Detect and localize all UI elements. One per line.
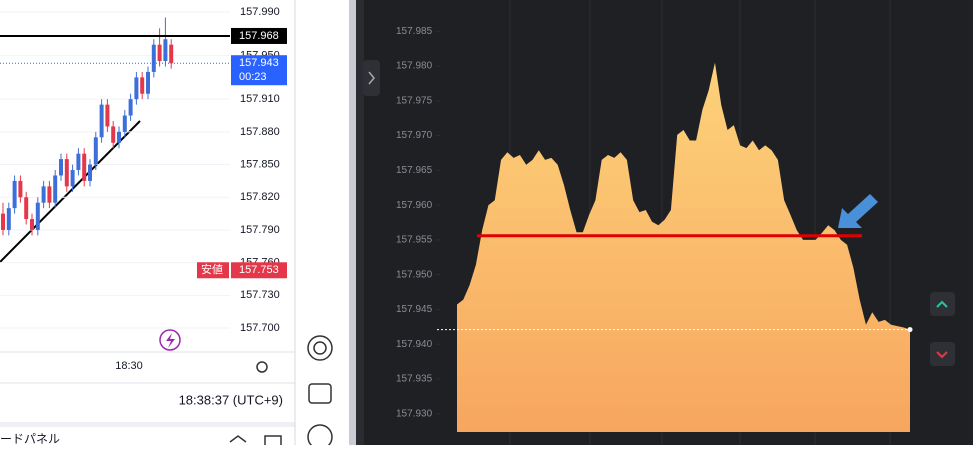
candle-body [163,39,168,62]
settings-icon[interactable] [256,361,268,373]
candle-body [140,77,145,94]
up-button[interactable] [930,292,955,316]
y-tick-label: 157.955 [396,235,433,246]
candle-body [169,44,174,64]
tag-label: 安値 [201,262,223,276]
price-badge [231,55,287,86]
y-tick-label: 157.700 [240,322,280,334]
toolbar-bg [295,0,349,445]
y-tick-label: 157.910 [240,93,280,105]
countdown: 00:23 [239,71,267,83]
panel [0,427,295,445]
y-tick-label: 157.960 [396,200,433,211]
target-icon[interactable] [307,335,333,361]
candle-body [1,213,5,230]
calendar-icon[interactable] [308,383,332,404]
candle-body [117,131,121,143]
x-tick-label: 18:30 [115,360,143,372]
lightning-icon[interactable] [159,329,181,351]
expand-button[interactable] [363,60,380,96]
area [457,62,910,432]
candle-body [70,170,75,187]
y-tick-label: 157.930 [396,408,433,419]
arrow [838,194,878,228]
candle-body [93,137,98,165]
current-dot [907,327,913,333]
clock: 18:38:37 (UTC+9) [179,392,283,407]
y-tick-label: 157.820 [240,191,280,203]
down-button[interactable] [930,342,955,366]
candle-body [18,180,23,198]
candle-body [24,197,29,220]
candle-body [30,219,34,230]
lightning-glyph [166,333,175,348]
splitter [349,0,356,445]
y-tick-label: 157.970 [396,130,433,141]
target-inner [313,341,327,355]
up-arrow [936,300,948,308]
candle-body [35,202,40,230]
candle-body [157,44,162,62]
candle-body [6,208,11,230]
y-tick-label: 157.945 [396,304,433,315]
candle-body [128,99,133,116]
y-tick-label: 157.880 [240,126,280,138]
tag-badge [197,262,229,279]
candle-body [111,126,116,143]
left-chart: 18:30 18:38:37 (UTC+9) ードパネル 157.990 157.… [0,0,295,449]
candle-body [76,153,81,171]
candle-body [146,71,150,94]
y-tick-label: 157.950 [396,269,433,280]
candle-body [88,164,92,181]
expand-arrow [368,71,375,85]
candle-body [41,186,46,203]
y-tick-label: 157.935 [396,374,433,385]
candle-body [47,186,52,203]
price-badge-label: 157.968 [239,30,279,42]
price-badge-label: 157.943 [239,57,279,69]
candle-body [105,104,110,127]
y-tick-label: 157.975 [396,95,433,106]
y-tick-label: 157.985 [396,26,433,37]
y-tick-label: 157.790 [240,224,280,236]
candle-body [64,159,69,187]
edge [356,0,364,445]
y-tick-label: 157.730 [240,289,280,301]
panel-title: ードパネル [0,432,60,445]
y-tick-label: 157.990 [240,6,280,18]
candle-body [12,180,17,209]
trend-line [0,120,141,263]
price-badge [231,262,287,279]
candle-body [53,175,58,203]
y-tick-label: 157.940 [396,339,433,350]
price-badge-label: 157.753 [239,264,279,276]
right-chart: 157.985 157.980 157.975 157.970 157.965 157.9… [356,0,973,445]
candle-body [151,44,156,72]
price-badge [231,27,287,44]
candle-body [82,153,87,181]
toolbar [294,0,356,450]
candle-body [134,77,139,100]
candle-body [59,159,63,176]
y-tick-label: 157.965 [396,165,433,176]
y-tick-label: 157.850 [240,158,280,170]
candle-body [99,104,104,138]
candle-body [122,115,127,132]
y-tick-label: 157.980 [396,61,433,72]
down-arrow [936,351,948,359]
collapse-icon[interactable] [229,435,247,443]
